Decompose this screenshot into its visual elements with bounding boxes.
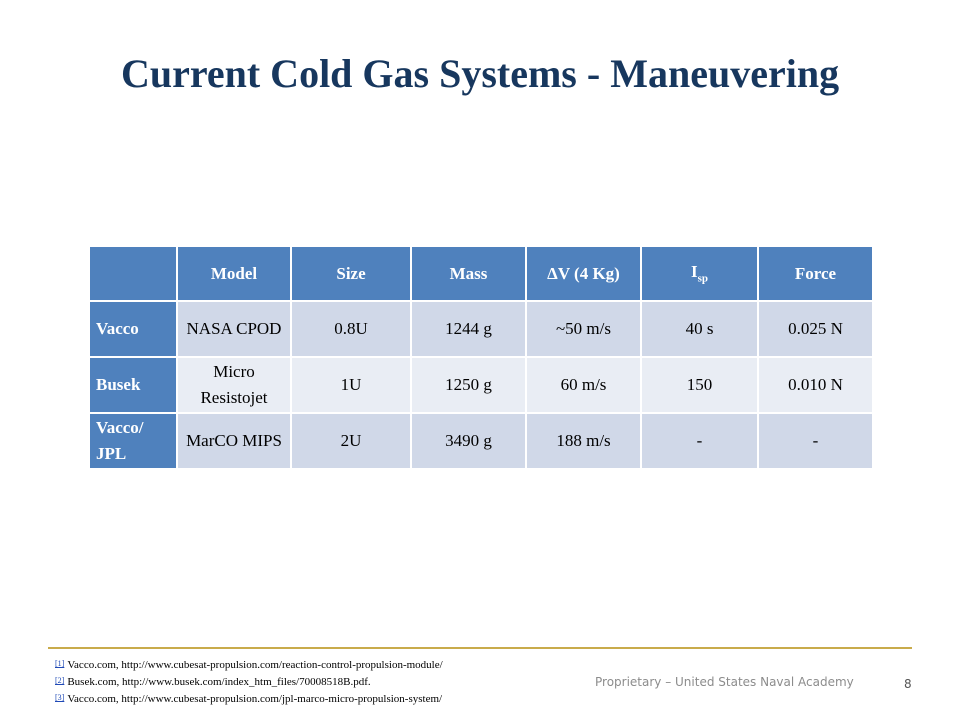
header-cell: Model bbox=[176, 245, 292, 302]
table-cell: - bbox=[757, 412, 874, 470]
footnote: [3] Vacco.com, http://www.cubesat-propuls… bbox=[55, 693, 442, 705]
slide-title: Current Cold Gas Systems - Maneuvering bbox=[120, 51, 840, 96]
specs-table: Model Size Mass ΔV (4 Kg) Isp Force Vacco NASA… bbox=[88, 245, 874, 470]
table-cell: 150 bbox=[640, 356, 759, 414]
table-cell: Micro Resistojet bbox=[176, 356, 292, 414]
footnote: [2] Busek.com, http://www.busek.com/index… bbox=[55, 676, 371, 688]
header-row: Model Size Mass ΔV (4 Kg) Isp Force bbox=[88, 245, 874, 302]
footnote: [1] Vacco.com, http://www.cubesat-propuls… bbox=[55, 659, 443, 671]
footnote-text: Vacco.com, http://www.cubesat-propulsion… bbox=[67, 659, 443, 671]
table-cell: 1U bbox=[290, 356, 412, 414]
divider bbox=[48, 647, 912, 649]
table-cell: ~50 m/s bbox=[525, 300, 642, 358]
footnote-text: Busek.com, http://www.busek.com/index_ht… bbox=[67, 676, 371, 688]
footer: Proprietary – United States Naval Academ… bbox=[595, 675, 854, 689]
table-cell: 0.010 N bbox=[757, 356, 874, 414]
footnote-text: Vacco.com, http://www.cubesat-propulsion… bbox=[67, 693, 443, 705]
table-cell: 2U bbox=[290, 412, 412, 470]
table-cell: MarCO MIPS bbox=[176, 412, 292, 470]
table-cell: 3490 g bbox=[410, 412, 527, 470]
table-cell: 40 s bbox=[640, 300, 759, 358]
table-cell: - bbox=[640, 412, 759, 470]
table-cell: NASA CPOD bbox=[176, 300, 292, 358]
footnote-marker: [3] bbox=[55, 693, 65, 702]
footnote-marker: [1] bbox=[55, 659, 65, 668]
header-cell: ΔV (4 Kg) bbox=[525, 245, 642, 302]
header-cell: Isp bbox=[640, 245, 759, 302]
header-cell bbox=[88, 245, 178, 302]
table-cell: 1250 g bbox=[410, 356, 527, 414]
table-row: Vacco/ JPL MarCO MIPS 2U 3490 g 188 m/s - - bbox=[88, 412, 874, 470]
header-cell: Force bbox=[757, 245, 874, 302]
table-cell: 0.025 N bbox=[757, 300, 874, 358]
header-subscript: sp bbox=[697, 272, 709, 285]
row-label: Vacco bbox=[88, 300, 178, 358]
table-cell: 188 m/s bbox=[525, 412, 642, 470]
table-cell: 0.8U bbox=[290, 300, 412, 358]
page-number: 8 bbox=[904, 677, 912, 691]
footnote-marker: [2] bbox=[55, 676, 65, 685]
row-label: Busek bbox=[88, 356, 178, 414]
table-row: Busek Micro Resistojet 1U 1250 g 60 m/s 150 0.… bbox=[88, 356, 874, 414]
header-cell: Size bbox=[290, 245, 412, 302]
row-label: Vacco/ JPL bbox=[88, 412, 178, 470]
header-symbol: I bbox=[690, 262, 698, 282]
header-cell: Mass bbox=[410, 245, 527, 302]
table-cell: 60 m/s bbox=[525, 356, 642, 414]
table-cell: 1244 g bbox=[410, 300, 527, 358]
table-row: Vacco NASA CPOD 0.8U 1244 g ~50 m/s 40 s 0.025… bbox=[88, 300, 874, 358]
